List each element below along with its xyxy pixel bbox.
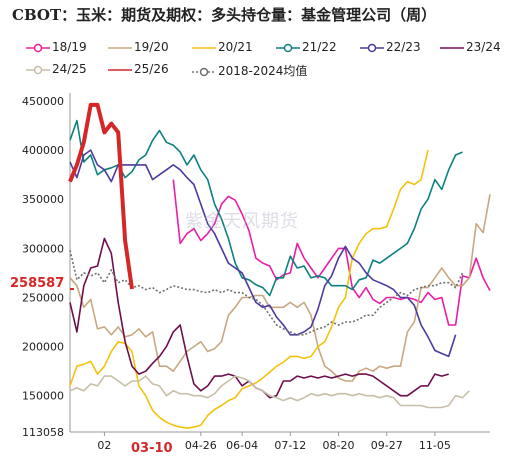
series-21-22: [69, 119, 463, 297]
legend-label: 2018-2024均值: [218, 64, 308, 78]
y-tick-label: 450000: [22, 95, 64, 108]
series-19-20: [69, 194, 491, 382]
x-tick-label: 02: [97, 439, 111, 452]
series-line: [69, 149, 457, 358]
legend-item: 22/23: [360, 40, 421, 54]
series-line: [68, 102, 134, 290]
legend-item: 25/26: [108, 62, 169, 76]
legend-item: 24/25: [26, 62, 87, 76]
legend-item: 2018-2024均值: [192, 62, 307, 79]
legend-swatch: [276, 43, 300, 52]
series-2018-2024-: [69, 250, 464, 336]
y-tick-label: 113058: [22, 426, 64, 439]
legend-swatch: [360, 43, 384, 52]
series-line: [69, 119, 463, 297]
legend-label: 20/21: [218, 40, 253, 54]
legend-label: 23/24: [466, 40, 501, 54]
x-tick-label: 06-04: [226, 439, 258, 452]
y-tick-label: 250000: [22, 291, 64, 304]
series-20-21: [69, 149, 429, 429]
y-tick-label: 350000: [22, 193, 64, 206]
series-line: [172, 179, 491, 326]
current-date-label: 03-10: [131, 441, 173, 456]
legend-swatch: [192, 67, 216, 76]
x-tick-label: 07-12: [274, 439, 306, 452]
series-18-19: [172, 179, 491, 326]
legend-swatch: [192, 46, 216, 49]
x-tick-label: 08-20: [323, 439, 355, 452]
legend-item: 19/20: [108, 40, 169, 54]
legend-label: 18/19: [52, 40, 87, 54]
legend-label: 24/25: [52, 62, 87, 76]
x-tick-label: 11-05: [419, 439, 451, 452]
x-tick-label: 04-26: [185, 439, 217, 452]
y-tick-label: 400000: [22, 144, 64, 157]
legend-label: 21/22: [302, 40, 337, 54]
legend-item: 18/19: [26, 40, 87, 54]
x-tick-label: 09-27: [371, 439, 403, 452]
legend-label: 19/20: [134, 40, 169, 54]
legend-swatch: [26, 65, 50, 74]
legend-item: 20/21: [192, 40, 253, 54]
series-22-23: [69, 149, 457, 358]
legend-item: 21/22: [276, 40, 337, 54]
current-value-label: 258587: [10, 276, 65, 291]
series-line: [69, 149, 429, 429]
series-25-26: [68, 102, 134, 290]
y-tick-label: 150000: [22, 390, 64, 403]
legend-label: 22/23: [386, 40, 421, 54]
watermark: 紫金天风期货: [185, 211, 299, 232]
legend-swatch: [108, 68, 132, 71]
legend-label: 25/26: [134, 62, 169, 76]
series-line: [69, 194, 491, 382]
series-line: [69, 375, 470, 409]
y-tick-label: 300000: [22, 242, 64, 255]
series-line: [69, 250, 464, 336]
legend-swatch: [108, 46, 132, 49]
series-24-25: [69, 375, 470, 409]
y-tick-label: 200000: [22, 341, 64, 354]
legend-swatch: [440, 46, 464, 49]
legend-item: 23/24: [440, 40, 501, 54]
legend-swatch: [26, 43, 50, 52]
chart-title: CBOT：玉米：期货及期权：多头持仓量：基金管理公司（周）: [12, 6, 437, 24]
